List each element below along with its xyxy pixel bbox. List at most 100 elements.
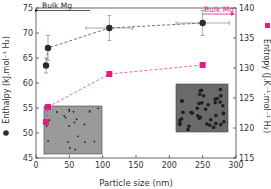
point (45, 45, 51, 51)
inset-particle (84, 124, 86, 126)
reference-line (202, 14, 234, 15)
inset-particle (198, 89, 202, 93)
y2-axis-title-marker (265, 23, 270, 28)
y-tick (36, 133, 39, 134)
plot-frame (36, 8, 236, 158)
x-tick-label: 150 (128, 161, 143, 170)
y-tick-label: 75 (23, 4, 33, 13)
annotation: Bulk Mg (42, 1, 72, 10)
y2-tick (233, 128, 236, 129)
y-tick (36, 8, 39, 9)
inset-particle (197, 116, 201, 120)
x-tick-label: 250 (195, 161, 210, 170)
x-tick (236, 155, 237, 158)
inset-particle (84, 141, 86, 143)
y-tick (36, 33, 39, 34)
y-tick-label: 50 (23, 129, 33, 138)
inset-particle (56, 111, 58, 113)
inset-particle (178, 123, 182, 127)
inset-particle (208, 123, 212, 127)
inset-particle (74, 149, 76, 151)
inset-particle (67, 141, 69, 143)
inset-particle (68, 109, 70, 111)
y2-tick-label: 120 (239, 124, 254, 133)
x-tick-label: 200 (162, 161, 177, 170)
inset-particle (65, 117, 67, 119)
y2-tick-label: 115 (239, 154, 254, 163)
inset-particle (73, 111, 75, 113)
inset-particle (202, 94, 206, 98)
inset-particle (219, 123, 223, 127)
inset-particle (198, 92, 202, 96)
inset-particle (63, 115, 65, 117)
reference-line (38, 10, 90, 11)
y2-tick (233, 158, 236, 159)
inset-particle (215, 97, 219, 101)
inset-particle (214, 114, 218, 118)
inset-particle (187, 124, 191, 128)
inset-image (176, 84, 228, 132)
x-axis-title: Particle size (nm) (99, 178, 173, 188)
inset-particle (214, 122, 218, 126)
inset-particle (218, 100, 222, 104)
inset-frame (176, 84, 228, 132)
inset-particle (186, 128, 190, 132)
y2-tick (233, 68, 236, 69)
inset-particle (68, 125, 70, 127)
annotation: Bulk Mg (204, 5, 234, 14)
inset-particle (180, 117, 184, 121)
y2-tick-label: 130 (239, 64, 254, 73)
inset-particle (77, 135, 79, 137)
inset-particle (76, 119, 78, 121)
inset-particle (212, 126, 216, 130)
y2-tick-label: 125 (239, 94, 254, 103)
y-axis-title-marker (3, 130, 9, 136)
x-tick (136, 155, 137, 158)
y2-tick (233, 98, 236, 99)
y2-axis-title-group: Entropy (J.K⁻¹.mol⁻¹ H₂) (262, 23, 271, 133)
inset-particle (181, 111, 185, 115)
inset-particle (69, 147, 71, 149)
x-tick (102, 155, 103, 158)
inset-particle (196, 106, 200, 110)
y2-tick-label: 140 (239, 4, 254, 13)
y-tick-label: 70 (23, 29, 33, 38)
x-tick-label: 50 (64, 161, 74, 170)
y-axis-title: Enthalpy (kJ.mol⁻¹ H₂) (2, 36, 11, 124)
y-tick-label: 55 (23, 104, 33, 113)
point (106, 25, 112, 31)
plot-area (43, 11, 230, 126)
inset-particle (222, 112, 226, 116)
inset-particle (222, 120, 226, 124)
point (199, 20, 205, 26)
inset-particle (74, 122, 76, 124)
inset-particle (222, 111, 226, 115)
y-tick (36, 58, 39, 59)
inset-particle (213, 101, 217, 105)
y2-tick-label: 135 (239, 34, 254, 43)
y-tick-label: 60 (23, 79, 33, 88)
y-tick-label: 45 (23, 154, 33, 163)
inset-particle (197, 102, 201, 106)
y-tick-label: 65 (23, 54, 33, 63)
inset-particle (180, 99, 184, 103)
inset-particle (189, 111, 193, 115)
inset-image (44, 106, 102, 154)
series-line (46, 65, 203, 122)
point (43, 62, 49, 68)
chart: 0501001502002503004550556065707511512012… (0, 0, 271, 189)
y-tick (36, 83, 39, 84)
point (45, 104, 51, 110)
y-tick (36, 158, 39, 159)
inset-particle (221, 104, 225, 108)
inset-particle (206, 103, 210, 107)
point (200, 62, 206, 68)
inset-particle (93, 141, 95, 143)
y-tick (36, 108, 39, 109)
y2-axis-title: Entropy (J.K⁻¹.mol⁻¹ H₂) (262, 39, 271, 133)
x-tick-label: 0 (33, 161, 38, 170)
inset-particle (46, 125, 48, 127)
inset-particle (180, 99, 184, 103)
y-axis-title-group: Enthalpy (kJ.mol⁻¹ H₂) (2, 36, 11, 136)
inset-particle (209, 118, 213, 122)
